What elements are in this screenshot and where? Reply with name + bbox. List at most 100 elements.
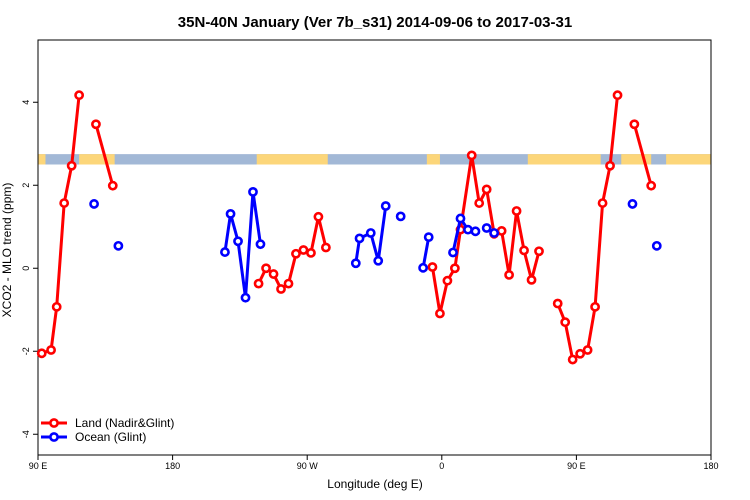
ocean-point bbox=[651, 240, 662, 251]
land-point bbox=[74, 90, 85, 101]
land-band-segment bbox=[666, 154, 711, 165]
land-point bbox=[427, 262, 438, 272]
ocean-point bbox=[354, 233, 365, 244]
land-series-line bbox=[430, 153, 541, 315]
land-point bbox=[442, 275, 453, 286]
land-point bbox=[91, 119, 101, 130]
ocean-point bbox=[463, 224, 473, 235]
legend-land-marker bbox=[49, 418, 59, 428]
legend-land-label: Land (Nadir&Glint) bbox=[75, 416, 174, 430]
legend-ocean-marker bbox=[49, 432, 59, 442]
land-point bbox=[612, 90, 623, 101]
ocean-point bbox=[627, 199, 638, 209]
legend-ocean-label: Ocean (Glint) bbox=[75, 430, 146, 444]
ocean-point bbox=[395, 211, 406, 222]
ocean-series-line bbox=[421, 236, 431, 269]
land-point bbox=[435, 308, 445, 319]
land-point bbox=[552, 298, 563, 309]
land-point bbox=[66, 160, 77, 171]
ocean-point bbox=[481, 223, 492, 233]
plot-frame bbox=[37, 39, 712, 456]
y-tick-label: 4 bbox=[21, 100, 31, 105]
land-band-segment bbox=[621, 154, 652, 165]
x-tick-label: 180 bbox=[703, 461, 718, 471]
land-point bbox=[481, 184, 492, 195]
ocean-point bbox=[365, 228, 376, 238]
ocean-point bbox=[423, 232, 434, 243]
ocean-point bbox=[113, 240, 124, 251]
plot-area: 90 E 180 90 W 0 90 E 180 -4 -2 0 2 4 Land (Nadir&Gl… bbox=[21, 39, 719, 471]
land-point bbox=[504, 269, 514, 280]
land-point bbox=[466, 150, 477, 161]
land-point bbox=[560, 317, 571, 328]
land-point bbox=[253, 278, 264, 289]
x-axis-label: Longitude (deg E) bbox=[327, 477, 422, 491]
land-band-segment bbox=[38, 154, 46, 165]
land-band-segment bbox=[527, 154, 601, 165]
land-point bbox=[449, 263, 460, 274]
ocean-point bbox=[350, 258, 361, 269]
land-point bbox=[567, 354, 578, 365]
land-point bbox=[496, 225, 507, 236]
chart-title: 35N-40N January (Ver 7b_s31) 2014-09-06 … bbox=[178, 14, 572, 31]
ocean-point bbox=[373, 255, 384, 266]
land-point bbox=[605, 160, 615, 171]
land-series-line bbox=[632, 123, 653, 187]
land-point bbox=[46, 345, 56, 355]
land-point bbox=[59, 198, 70, 208]
land-point bbox=[575, 348, 586, 359]
y-tick-label: -4 bbox=[21, 430, 31, 438]
x-tick-label: 90 E bbox=[567, 461, 586, 471]
ocean-band bbox=[38, 154, 711, 165]
land-point bbox=[582, 345, 593, 355]
land-point bbox=[526, 274, 537, 285]
land-point bbox=[320, 242, 331, 253]
land-point bbox=[306, 247, 316, 258]
land-band-segment bbox=[426, 154, 440, 165]
land-point bbox=[646, 180, 657, 191]
y-tick-label: 0 bbox=[21, 266, 31, 271]
ocean-series-line bbox=[223, 190, 262, 300]
ocean-point bbox=[248, 186, 258, 197]
y-tick-label: -2 bbox=[21, 347, 31, 355]
land-point bbox=[474, 198, 485, 208]
land-point bbox=[313, 211, 324, 222]
ocean-series-line bbox=[451, 216, 476, 253]
ocean-point bbox=[233, 236, 243, 247]
land-point bbox=[511, 206, 522, 216]
ocean-point bbox=[240, 292, 251, 303]
land-point bbox=[590, 301, 600, 312]
ocean-point bbox=[220, 247, 230, 257]
land-point bbox=[534, 246, 544, 257]
land-point bbox=[276, 284, 286, 294]
ocean-point bbox=[255, 239, 266, 250]
land-point bbox=[519, 245, 529, 256]
land-series-line bbox=[41, 95, 81, 355]
y-tick-label: 2 bbox=[21, 183, 31, 188]
land-point bbox=[629, 119, 640, 130]
ocean-point bbox=[89, 199, 99, 209]
land-point bbox=[283, 278, 294, 289]
land-point bbox=[261, 263, 271, 274]
land-point bbox=[107, 180, 118, 191]
ocean-point bbox=[455, 213, 466, 224]
land-series-line bbox=[94, 123, 115, 187]
x-tick-label: 90 E bbox=[29, 461, 48, 471]
land-point bbox=[597, 198, 608, 208]
x-tick-label: 180 bbox=[165, 461, 180, 471]
land-point bbox=[291, 248, 301, 259]
ocean-point bbox=[470, 226, 481, 237]
land-point bbox=[268, 269, 279, 279]
land-point bbox=[36, 348, 47, 359]
x-tick-label: 0 bbox=[439, 461, 444, 471]
x-tick-label: 90 W bbox=[297, 461, 319, 471]
land-point bbox=[298, 245, 309, 255]
ocean-point bbox=[418, 262, 429, 273]
land-band-segment bbox=[256, 154, 328, 165]
ocean-point bbox=[380, 201, 391, 211]
ocean-point bbox=[225, 208, 236, 219]
y-axis-label: XCO2 - MLO trend (ppm) bbox=[0, 183, 14, 318]
ocean-point bbox=[489, 228, 500, 238]
land-band-segment bbox=[79, 154, 115, 165]
